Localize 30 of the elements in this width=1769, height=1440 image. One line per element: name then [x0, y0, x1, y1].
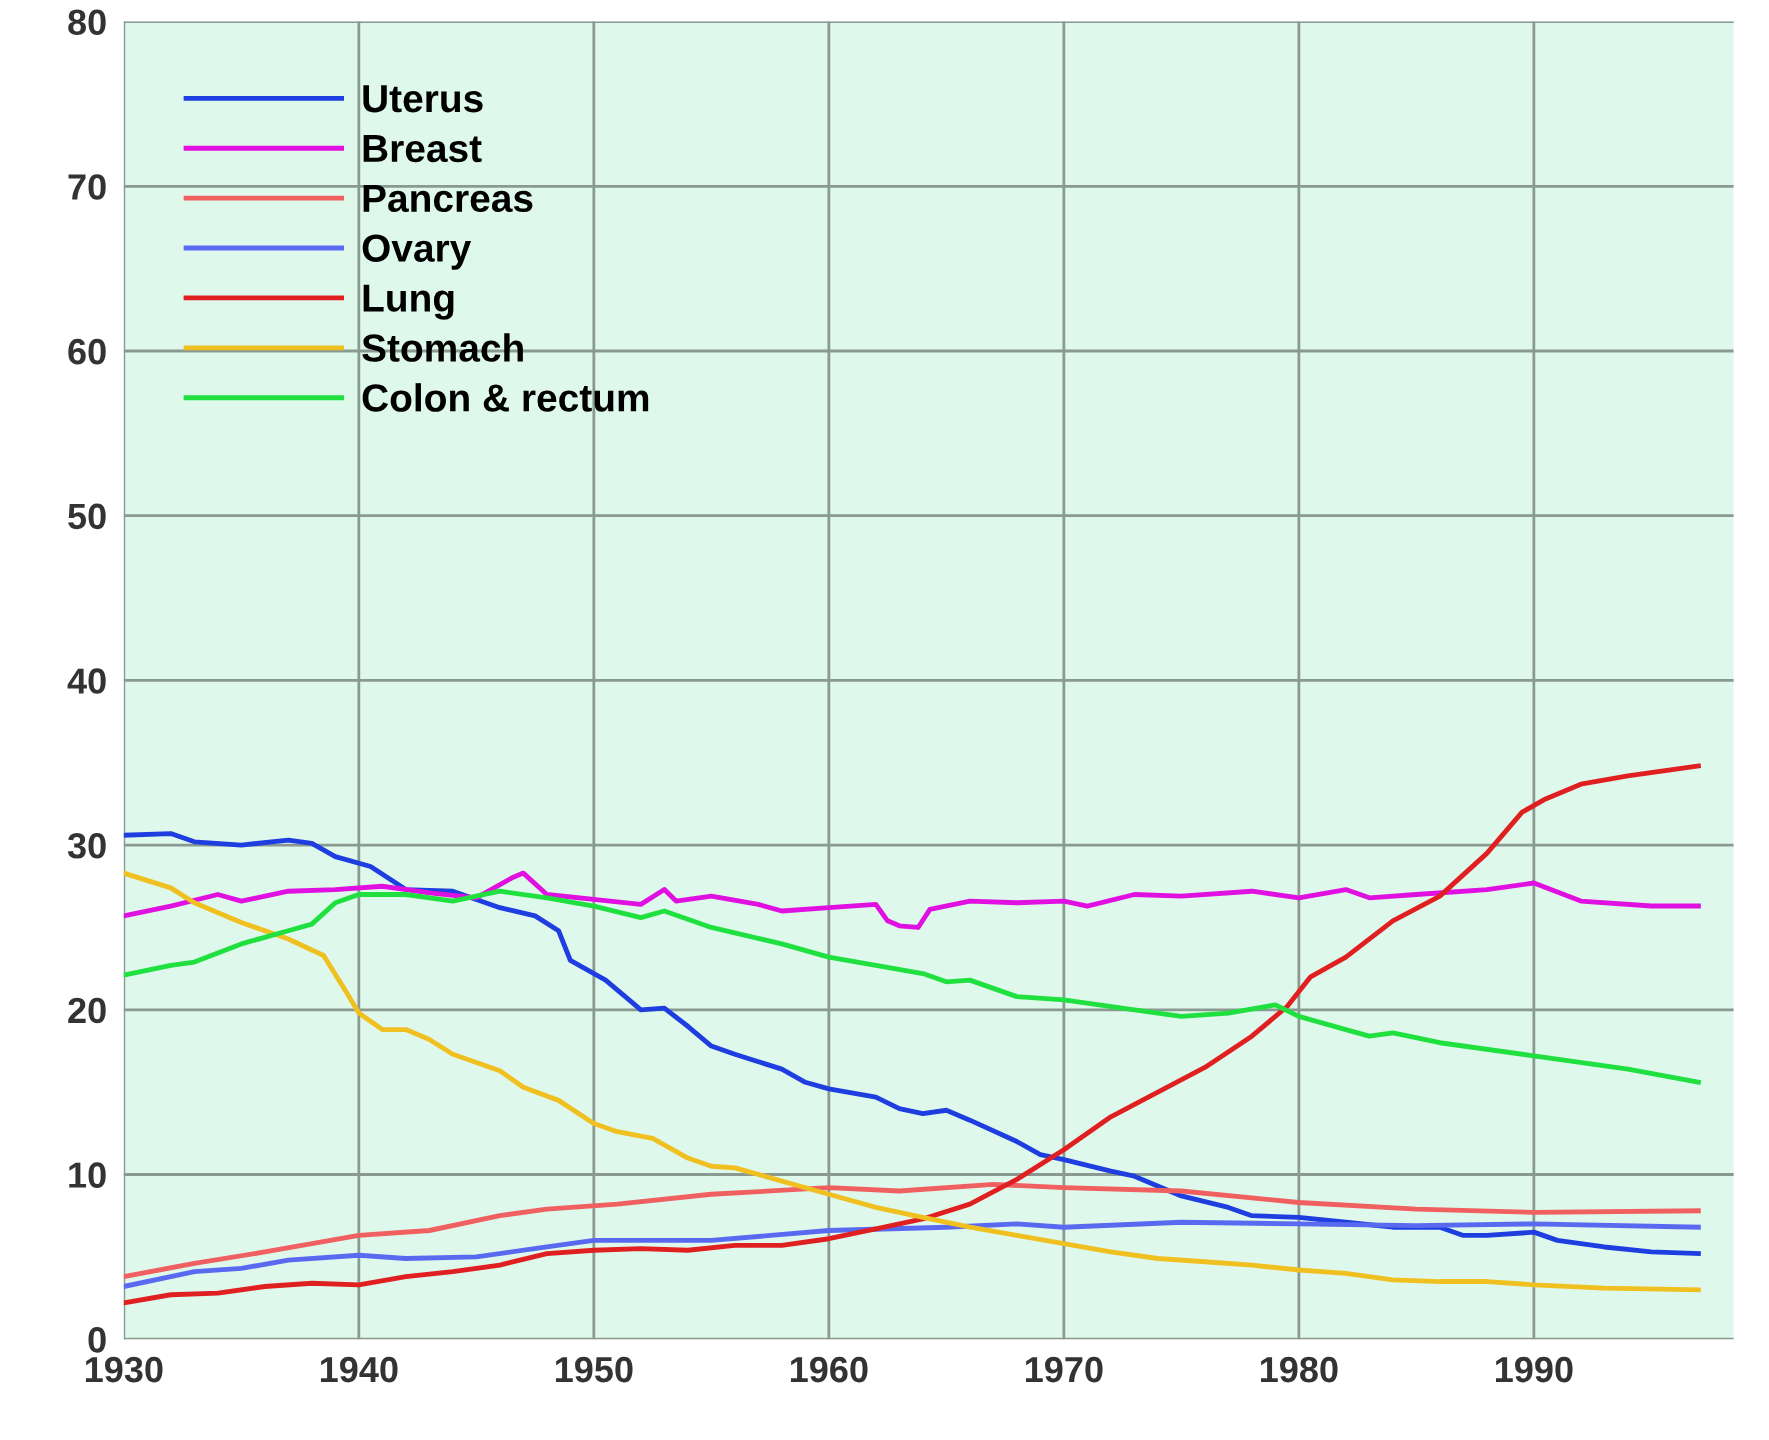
y-tick-label: 60 [68, 338, 106, 365]
legend-label: Lung [363, 284, 454, 320]
x-tick-label: 1980 [1260, 1356, 1338, 1383]
legend-label: Uterus [363, 85, 483, 113]
y-tick-label: 10 [69, 1162, 106, 1188]
line-series [123, 1219, 1701, 1289]
line-series [123, 888, 1701, 1085]
y-tick-label: 20 [68, 997, 106, 1024]
legend-label: Ovary [362, 234, 472, 270]
y-tick-label: 70 [68, 174, 106, 200]
x-tick-label: 1970 [1025, 1356, 1103, 1383]
line-series [123, 763, 1701, 1306]
line-series [123, 1181, 1701, 1280]
legend-label: Colon & rectum [362, 383, 649, 412]
line-series [123, 870, 1701, 1293]
line-series [123, 870, 1701, 930]
x-tick-label: 1990 [1495, 1356, 1573, 1383]
legend-label: Pancreas [363, 184, 533, 213]
legend-label: Stomach [362, 333, 523, 362]
legend-label: Breast [363, 135, 482, 163]
y-tick-label: 30 [67, 832, 106, 859]
y-tick-label: 40 [67, 668, 106, 694]
line-series [123, 831, 1701, 1256]
x-tick-label: 1940 [320, 1356, 398, 1383]
x-tick-label: 1960 [790, 1356, 868, 1383]
y-tick-label: 80 [68, 9, 106, 36]
y-tick-label: 50 [68, 503, 106, 530]
x-tick-label: 1930 [85, 1356, 163, 1383]
x-tick-label: 1950 [555, 1356, 633, 1383]
y-tick-label: 0 [88, 1327, 106, 1353]
